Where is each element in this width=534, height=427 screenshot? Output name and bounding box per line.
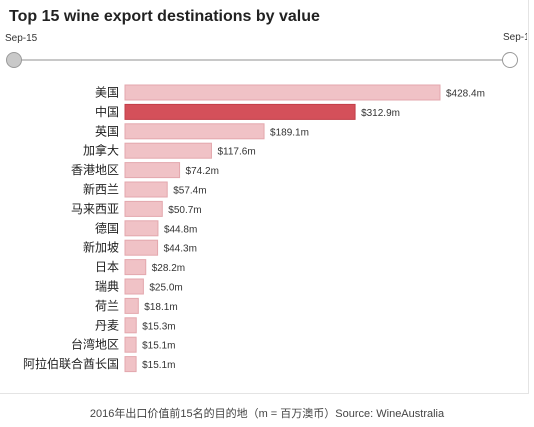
- date-slider-track[interactable]: [18, 59, 511, 61]
- bar[interactable]: [124, 239, 159, 256]
- value-label: $44.8m: [164, 224, 197, 235]
- value-label: $18.1m: [144, 302, 177, 313]
- value-label: $312.9m: [361, 108, 400, 119]
- bar[interactable]: [124, 356, 137, 373]
- bar[interactable]: [124, 336, 137, 353]
- bar[interactable]: [124, 259, 147, 276]
- category-label: 德国: [95, 220, 119, 235]
- category-label: 中国: [95, 104, 119, 119]
- value-label: $25.0m: [149, 283, 182, 294]
- bar[interactable]: [124, 200, 163, 217]
- category-label: 马来西亚: [71, 202, 119, 216]
- category-label: 荷兰: [95, 299, 119, 313]
- value-label: $44.3m: [164, 244, 197, 255]
- category-label: 阿拉伯联合酋长国: [23, 356, 119, 371]
- bar[interactable]: [124, 181, 168, 198]
- category-label: 美国: [95, 86, 119, 100]
- category-label: 日本: [95, 260, 119, 274]
- bar[interactable]: [124, 278, 144, 295]
- category-label: 台湾地区: [71, 337, 119, 352]
- value-label: $15.1m: [142, 360, 175, 371]
- category-label: 加拿大: [83, 143, 119, 158]
- value-label: $117.6m: [217, 147, 255, 158]
- category-label: 香港地区: [71, 163, 119, 177]
- category-label: 新加坡: [83, 240, 119, 255]
- chart-title: Top 15 wine export destinations by value: [9, 8, 320, 25]
- caption: 2016年出口价值前15名的目的地（m = 百万澳币）Source: WineA…: [89, 408, 445, 420]
- slider-start-label: Sep-15: [5, 33, 38, 44]
- bar-chart: 美国 $428.4m 中国 $312.9m 英国 $189.1m 加拿大 $117.6m 香港地…: [23, 84, 485, 373]
- category-label: 英国: [95, 124, 119, 138]
- value-label: $74.2m: [186, 166, 219, 177]
- slider-end-handle[interactable]: [502, 52, 518, 68]
- value-label: $28.2m: [152, 263, 185, 274]
- bar[interactable]: [124, 297, 139, 314]
- value-label: $15.1m: [142, 341, 175, 352]
- bar[interactable]: [124, 220, 159, 237]
- category-label: 新西兰: [83, 182, 119, 197]
- value-label: $189.1m: [270, 127, 309, 138]
- bar[interactable]: [124, 84, 441, 101]
- bar[interactable]: [124, 142, 212, 159]
- bar[interactable]: [124, 123, 265, 140]
- slider-start-handle[interactable]: [6, 52, 22, 68]
- value-label: $57.4m: [173, 186, 206, 197]
- value-label: $50.7m: [168, 205, 201, 216]
- bar[interactable]: [124, 317, 137, 334]
- slider-end-label: Sep-15: [503, 33, 527, 43]
- bar[interactable]: [124, 162, 181, 179]
- category-label: 瑞典: [95, 280, 119, 294]
- value-label: $15.3m: [142, 321, 175, 332]
- chart-panel: Top 15 wine export destinations by value…: [0, 0, 529, 394]
- category-label: 丹麦: [95, 318, 119, 332]
- bar-highlighted[interactable]: [124, 103, 356, 120]
- value-label: $428.4m: [446, 89, 485, 100]
